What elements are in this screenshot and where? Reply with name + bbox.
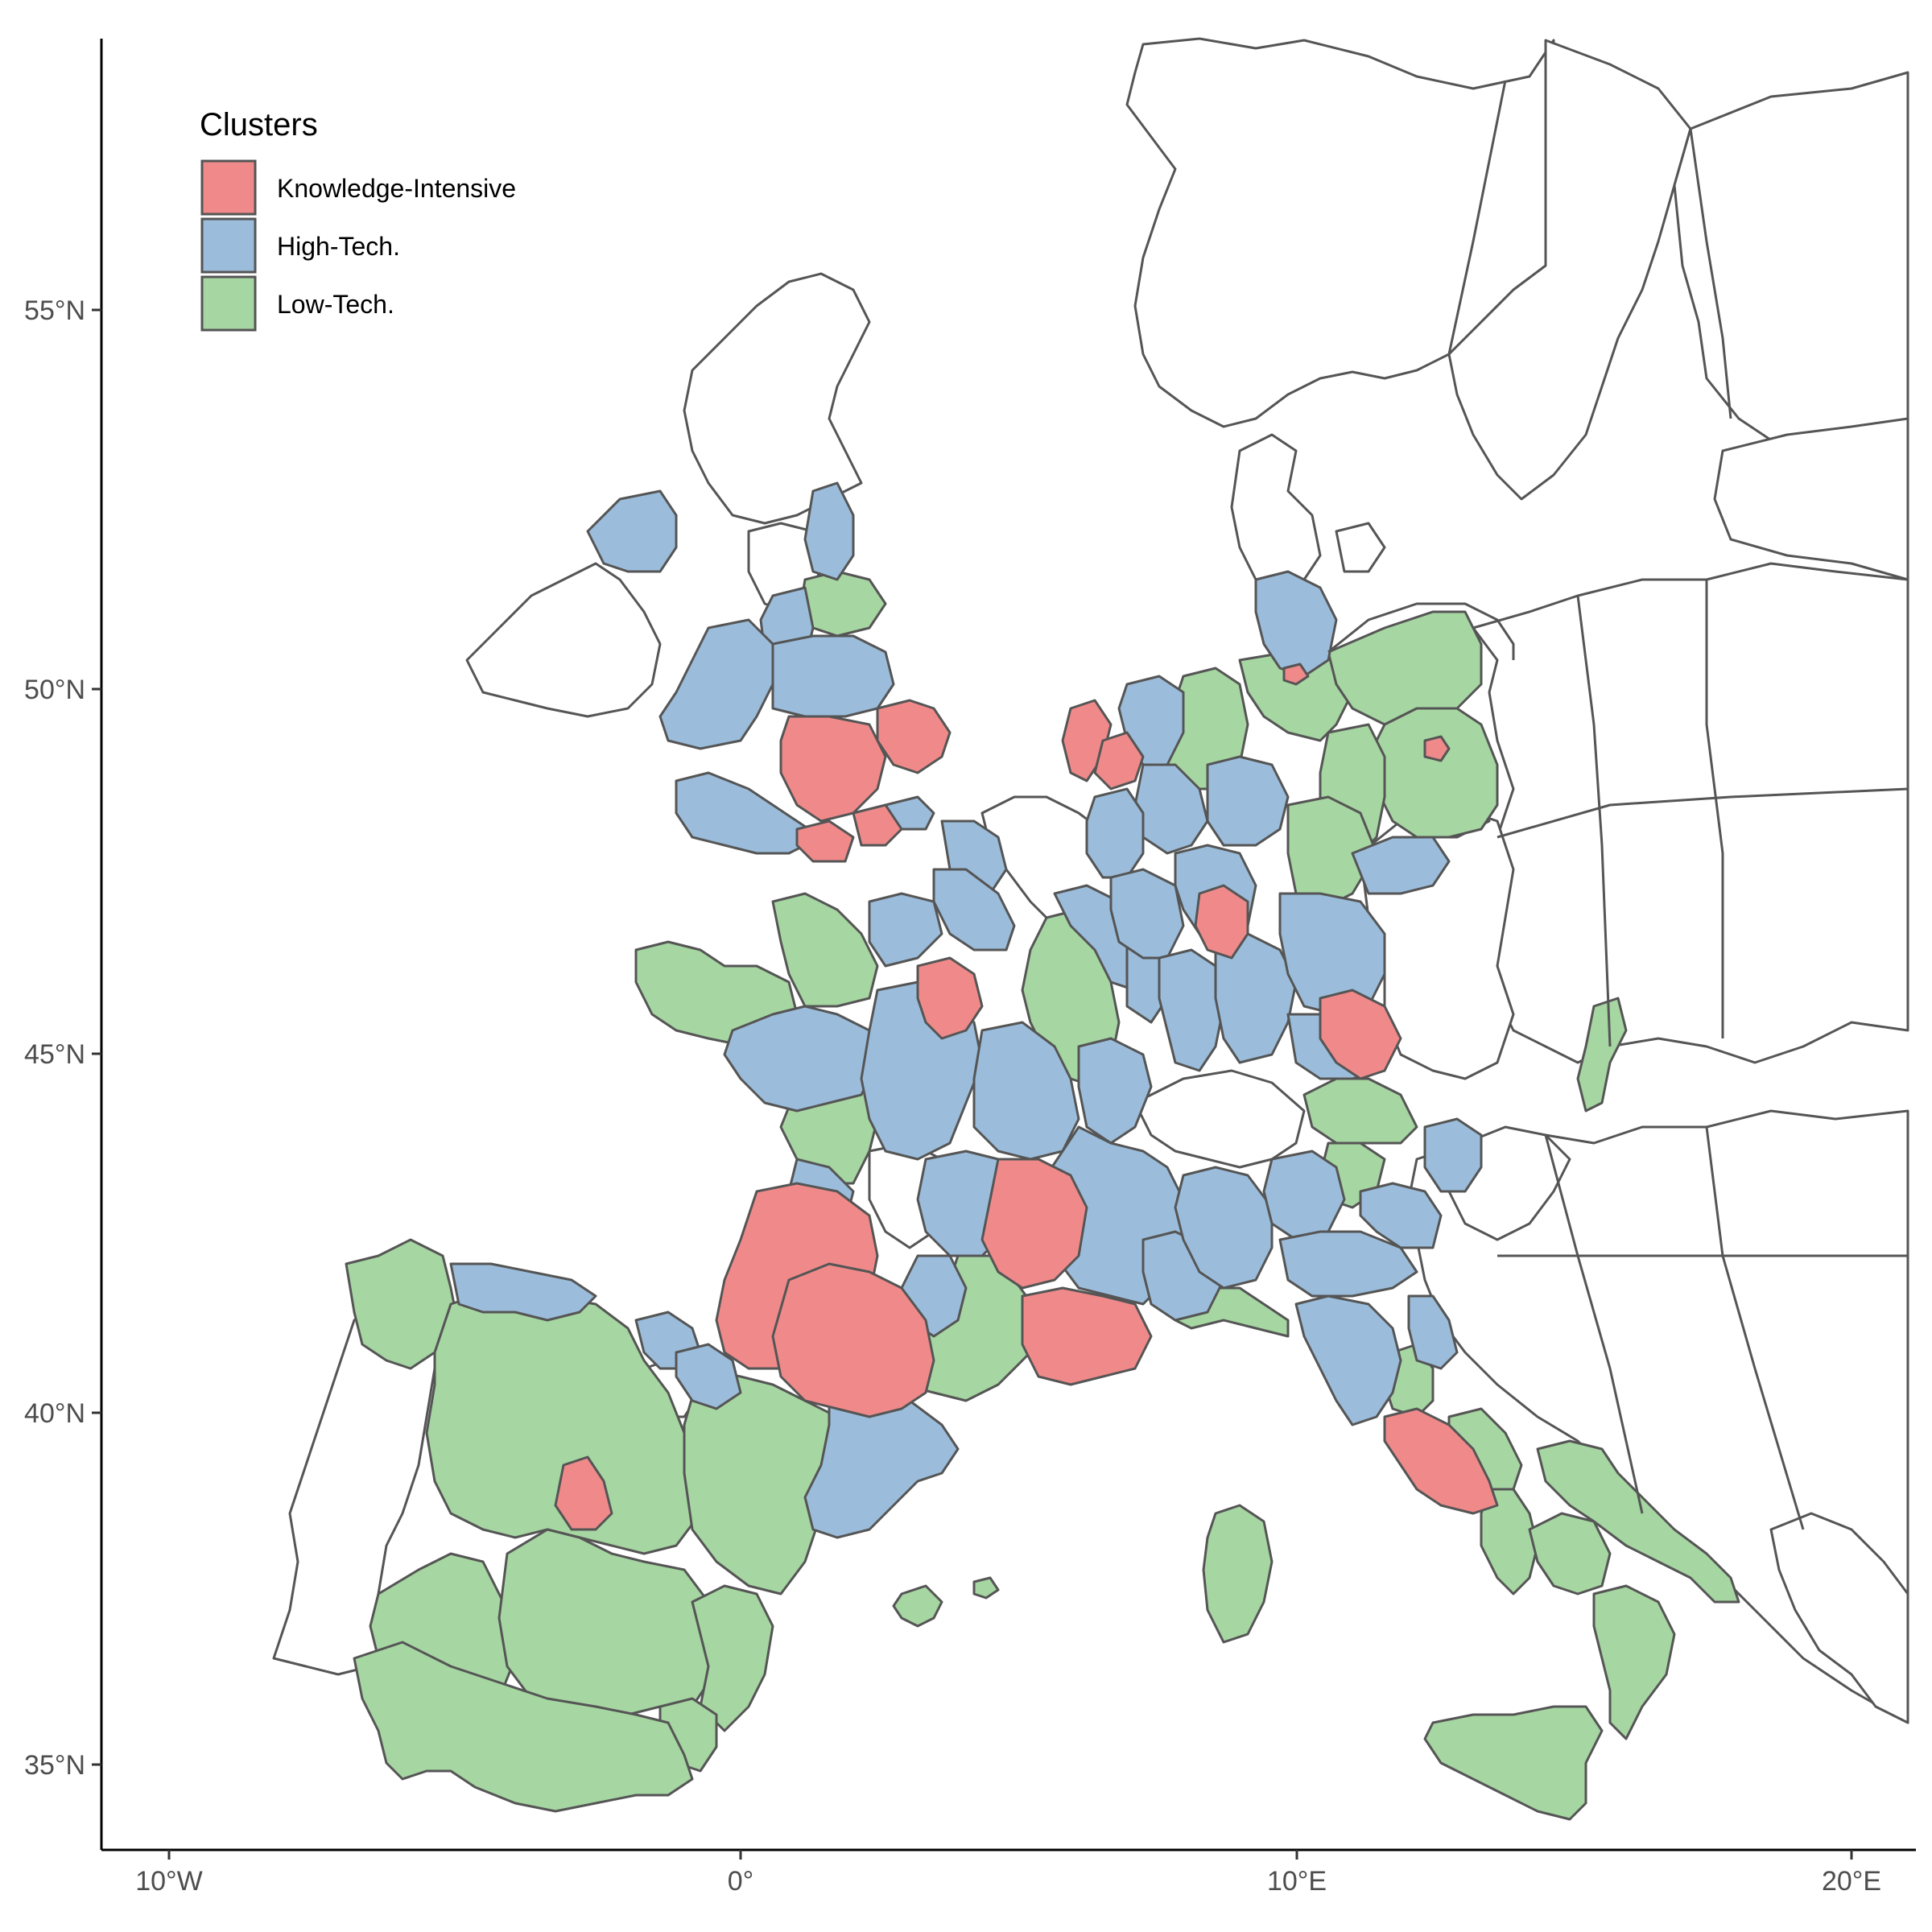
region-brandenburg (1367, 707, 1499, 839)
region-baltic-states (1713, 417, 1909, 581)
region-madrid (554, 1455, 613, 1531)
region-sicilia (1423, 1705, 1604, 1821)
region-menorca (972, 1576, 1000, 1600)
region-lombardia (1262, 1150, 1346, 1241)
region-darmstadt (1194, 884, 1249, 960)
region-hannover (1206, 755, 1290, 847)
region-oberbayern (1319, 989, 1402, 1080)
x-tick-label-0: 0° (728, 1866, 754, 1897)
y-tick-label-45n: 45°N (24, 1039, 85, 1070)
region-south-east-england (779, 715, 887, 823)
poland-internal-border-1 (1576, 595, 1612, 1047)
region-corse (1202, 1504, 1274, 1644)
baltic-coast-outline (1327, 602, 1515, 660)
region-zealand (1335, 522, 1386, 573)
region-provence (1021, 1286, 1153, 1386)
region-marche (1407, 1294, 1459, 1370)
region-switzerland (1133, 1069, 1306, 1169)
poland-internal-border-2 (1705, 580, 1724, 1038)
region-hamburg (1282, 663, 1310, 686)
balkans-internal-border-1 (1544, 1134, 1644, 1514)
y-tick-label-40n: 40°N (24, 1398, 85, 1429)
region-lazio (1383, 1407, 1499, 1515)
region-north-east-england (803, 481, 855, 581)
region-thueringen (1286, 795, 1378, 911)
region-basilicata (1528, 1512, 1612, 1596)
region-wales (658, 618, 774, 750)
x-tick-label-10e: 10°E (1267, 1866, 1327, 1897)
region-rheinland-pfalz (1109, 868, 1185, 960)
region-haute-normandie (868, 892, 943, 968)
legend: Clusters Knowledge-Intensive High-Tech. … (185, 89, 572, 346)
region-asturias-cantabria (449, 1262, 597, 1322)
region-west-hungary (1576, 997, 1628, 1113)
region-emilia-romagna (1278, 1230, 1418, 1298)
legend-label-low-tech: Low-Tech. (277, 290, 394, 319)
y-tick-label-35n: 35°N (24, 1750, 85, 1781)
region-baden (1158, 948, 1225, 1072)
region-puglia (1536, 1439, 1740, 1604)
coastline-details (1327, 80, 1909, 1530)
region-midi-pyrenees (771, 1262, 935, 1418)
legend-swatch-high-tech (200, 217, 257, 274)
y-tick-label-50n: 50°N (24, 675, 85, 705)
region-campania (1480, 1488, 1539, 1596)
region-ireland (465, 562, 662, 718)
region-norway (1125, 37, 1555, 428)
high-tech-regions (449, 481, 1483, 1539)
region-franche-comte (1077, 1037, 1153, 1145)
region-denmark (1230, 433, 1322, 589)
region-schleswig-holstein (1254, 570, 1338, 678)
region-poland-east (1472, 562, 1909, 1064)
region-rhone-alpes-south (980, 1158, 1088, 1290)
region-nordrhein-westfalen-south (1085, 787, 1145, 879)
legend-label-knowledge-intensive: Knowledge-Intensive (277, 174, 516, 203)
region-basse-normandie (771, 892, 879, 1008)
region-cataluna (803, 1383, 960, 1539)
axes: 55°N 50°N 45°N 40°N 35°N 10°W 0° 10°E 20… (24, 39, 1916, 1897)
scandinavia-internal-border (1447, 80, 1507, 355)
region-calabria (1592, 1584, 1676, 1740)
region-trentino (1302, 1077, 1418, 1145)
region-piemonte (1174, 1166, 1274, 1290)
region-hampshire (795, 819, 855, 863)
legend-title: Clusters (200, 107, 318, 142)
no-data-regions (272, 37, 1909, 1724)
legend-label-high-tech: High-Tech. (277, 232, 400, 261)
y-tick-label-55n: 55°N (24, 295, 85, 326)
region-pays-de-la-loire (723, 1005, 879, 1113)
region-friuli (1423, 1117, 1483, 1193)
region-mecklenburg (1327, 610, 1483, 726)
region-west-midlands (771, 634, 895, 718)
region-andalucia (353, 1641, 694, 1813)
region-scotland (683, 272, 871, 525)
balkans-internal-border-2 (1705, 1126, 1805, 1530)
region-aragon (683, 1367, 839, 1596)
region-wuerttemberg (1214, 932, 1298, 1064)
legend-swatch-knowledge-intensive (200, 159, 257, 216)
region-picardie (932, 868, 1016, 952)
region-navarra-rioja (675, 1343, 742, 1410)
region-berlin (1423, 735, 1451, 762)
region-greece (1769, 1512, 1909, 1724)
finland-border (1689, 128, 1732, 419)
x-tick-label-20e: 20°E (1822, 1866, 1881, 1897)
poland-internal-border-3 (1496, 787, 1909, 839)
region-castilla-la-mancha (497, 1528, 718, 1716)
region-sachsen (1351, 836, 1451, 895)
region-veneto (1359, 1182, 1443, 1249)
region-utrecht (1093, 731, 1145, 791)
region-ile-de-france (916, 956, 984, 1040)
region-ireland-border-midland (586, 489, 678, 573)
region-valencia (691, 1584, 774, 1732)
region-mallorca (892, 1584, 943, 1628)
region-london (852, 803, 903, 847)
x-tick-label-10w: 10°W (135, 1866, 203, 1897)
legend-swatch-low-tech (200, 275, 257, 332)
knowledge-intensive-regions (554, 663, 1499, 1531)
region-castilla-leon (425, 1286, 702, 1555)
region-toscana (1294, 1294, 1402, 1426)
region-east-of-england (876, 699, 952, 774)
